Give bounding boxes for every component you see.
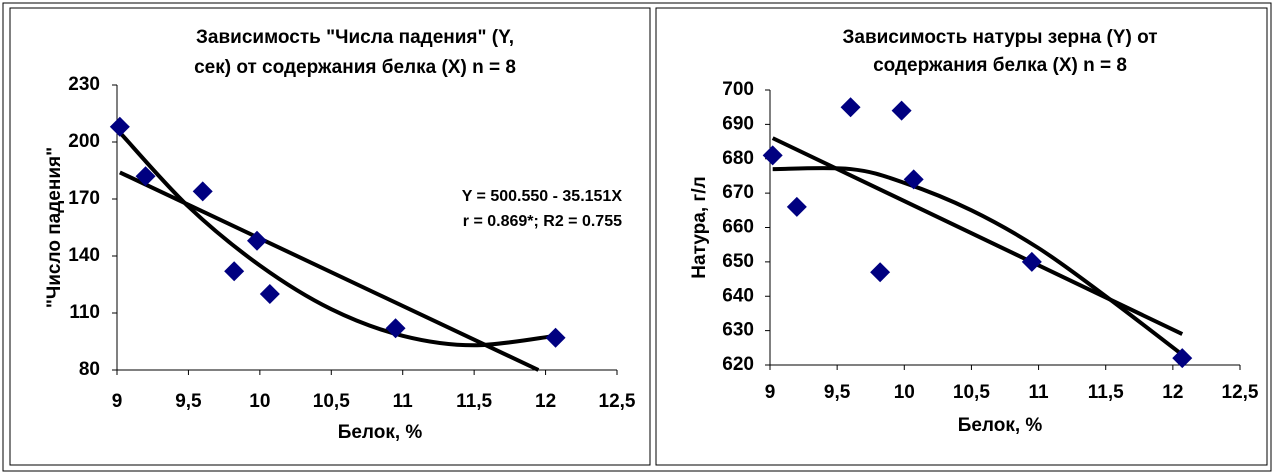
y-tick-label: 200 — [68, 131, 100, 152]
x-tick-label: 11,5 — [1088, 382, 1124, 403]
point — [1021, 251, 1042, 272]
point — [259, 284, 280, 304]
left-panel — [9, 7, 651, 466]
annotation: r = 0.869*; R2 = 0.755 — [463, 213, 622, 230]
x-tick-label: 9 — [112, 391, 123, 412]
trendline — [118, 131, 556, 348]
x-tick-label: 10 — [894, 382, 915, 403]
point — [545, 327, 566, 348]
y-tick-label: 650 — [722, 251, 754, 272]
point — [786, 196, 807, 217]
y-tick-label: 680 — [722, 148, 754, 169]
x-axis-label: Белок, % — [958, 415, 1043, 436]
y-tick-label: 230 — [68, 74, 100, 95]
y-tick-label: 700 — [722, 79, 754, 100]
y-tick-label: 80 — [79, 359, 100, 380]
point — [762, 145, 783, 166]
x-tick-label: 12 — [1162, 382, 1183, 403]
y-axis-label: "Число падения" — [44, 147, 65, 308]
y-tick-label: 670 — [722, 182, 754, 203]
x-tick-label: 12 — [535, 391, 556, 412]
point — [891, 100, 912, 121]
point — [870, 262, 891, 283]
x-tick-label: 11 — [393, 391, 414, 412]
point — [247, 230, 267, 251]
point — [109, 116, 130, 137]
x-tick-label: 9 — [765, 382, 776, 403]
x-tick-label: 11 — [1029, 382, 1050, 403]
point — [840, 97, 861, 118]
x-tick-label: 10,5 — [953, 382, 990, 403]
chart-title: сек) от содержания белка (X) n = 8 — [194, 57, 516, 78]
chart-title: Зависимость "Числа падения" (Y, — [196, 27, 514, 48]
x-tick-label: 9,5 — [824, 382, 851, 403]
y-tick-label: 170 — [68, 188, 100, 209]
x-tick-label: 9,5 — [175, 391, 202, 412]
trendline — [772, 166, 1184, 357]
x-tick-label: 11,5 — [456, 391, 492, 412]
y-tick-label: 660 — [722, 217, 754, 238]
y-tick-label: 620 — [722, 354, 754, 375]
point — [903, 169, 924, 190]
right-panel — [655, 7, 1268, 466]
point — [224, 261, 245, 282]
y-axis-label: Натура, г/л — [689, 176, 710, 278]
chart-title: содержания белка (X) n = 8 — [873, 55, 1127, 76]
point — [385, 318, 406, 339]
y-tick-label: 140 — [68, 245, 100, 266]
y-tick-label: 110 — [69, 302, 100, 323]
x-tick-label: 10,5 — [313, 391, 350, 412]
y-tick-label: 690 — [722, 113, 754, 134]
y-tick-label: 640 — [722, 285, 754, 306]
y-tick-label: 630 — [722, 320, 754, 341]
x-axis-label: Белок, % — [338, 422, 423, 443]
point — [1172, 348, 1193, 369]
annotation: Y = 500.550 - 35.151X — [462, 188, 623, 205]
point — [192, 181, 213, 202]
x-tick-label: 12,5 — [599, 391, 636, 412]
x-tick-label: 10 — [249, 391, 270, 412]
chart-title: Зависимость натуры зерна (Y) от — [842, 27, 1157, 48]
x-tick-label: 12,5 — [1222, 382, 1259, 403]
point — [135, 166, 156, 187]
